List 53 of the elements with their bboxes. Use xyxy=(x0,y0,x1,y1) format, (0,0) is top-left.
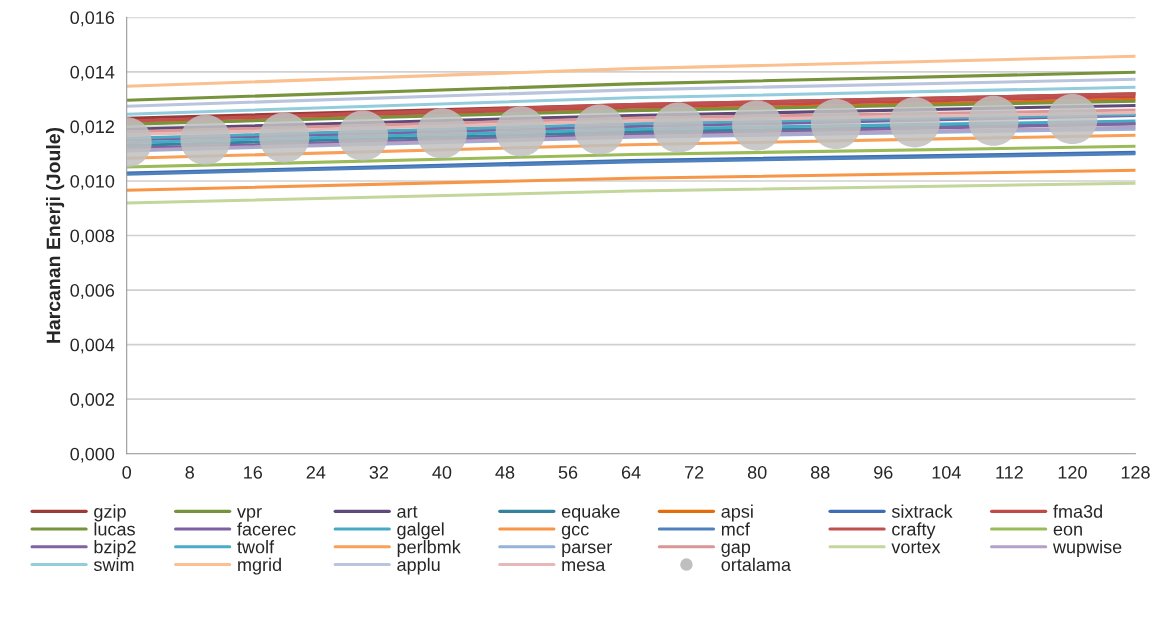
y-axis-title: Harcanan Enerji (Joule) xyxy=(46,127,65,343)
x-tick-label: 112 xyxy=(996,466,1023,479)
legend-label: galgel xyxy=(397,522,444,540)
legend-label: mcf xyxy=(721,522,750,536)
legend-label: wupwise xyxy=(1052,540,1122,557)
legend-label: apsi xyxy=(721,504,753,522)
x-tick-label: 72 xyxy=(685,466,704,479)
legend-label: vpr xyxy=(237,507,262,522)
legend-label: parser xyxy=(562,543,613,557)
legend-label: gap xyxy=(721,543,751,557)
x-tick-label: 56 xyxy=(558,466,578,479)
x-tick-label: 64 xyxy=(621,466,641,479)
x-tick-label: 48 xyxy=(495,466,515,479)
legend-label: gzip xyxy=(94,504,126,522)
legend-label: art xyxy=(397,506,418,518)
y-tick-label: 0,000 xyxy=(70,447,115,463)
x-tick-label: 32 xyxy=(369,466,389,479)
legend-label: eon xyxy=(1053,525,1082,536)
legend-label: sixtrack xyxy=(891,504,953,518)
x-tick-label: 96 xyxy=(874,466,893,479)
x-tick-label: 0 xyxy=(122,466,131,479)
legend-label: mgrid xyxy=(238,557,281,575)
legend-label: swim xyxy=(93,557,134,572)
x-tick-label: 16 xyxy=(244,466,263,479)
legend-label: applu xyxy=(397,557,440,575)
legend-label: twolf xyxy=(237,540,275,554)
legend-label: bzip2 xyxy=(94,540,136,557)
legend-label: gcc xyxy=(561,525,589,540)
x-tick-label: 120 xyxy=(1058,466,1087,479)
legend-label: lucas xyxy=(94,522,135,536)
y-tick-label: 0,008 xyxy=(70,229,115,245)
x-tick-label: 80 xyxy=(747,466,767,479)
legend-label: ortalama xyxy=(721,557,791,572)
y-tick-label: 0,014 xyxy=(70,65,115,81)
x-tick-label: 24 xyxy=(306,466,326,479)
x-tick-label: 88 xyxy=(810,466,830,479)
y-tick-label: 0,016 xyxy=(70,11,115,27)
legend-label: facerec xyxy=(237,522,296,536)
legend-label: mesa xyxy=(562,561,606,572)
legend-label: vortex xyxy=(891,541,941,554)
legend-label: equake xyxy=(561,504,620,522)
x-tick-label: 40 xyxy=(432,466,452,479)
y-tick-label: 0,002 xyxy=(70,393,114,409)
y-tick-label: 0,012 xyxy=(70,120,114,136)
x-tick-label: 104 xyxy=(932,466,961,479)
legend-label: crafty xyxy=(892,522,936,540)
legend-label: perlbmk xyxy=(397,540,461,557)
y-tick-label: 0,010 xyxy=(70,174,115,190)
y-tick-label: 0,004 xyxy=(70,338,115,354)
x-tick-label: 8 xyxy=(185,466,194,479)
x-tick-label: 128 xyxy=(1121,466,1150,479)
legend-label: fma3d xyxy=(1053,504,1102,518)
y-tick-label: 0,006 xyxy=(70,284,115,299)
